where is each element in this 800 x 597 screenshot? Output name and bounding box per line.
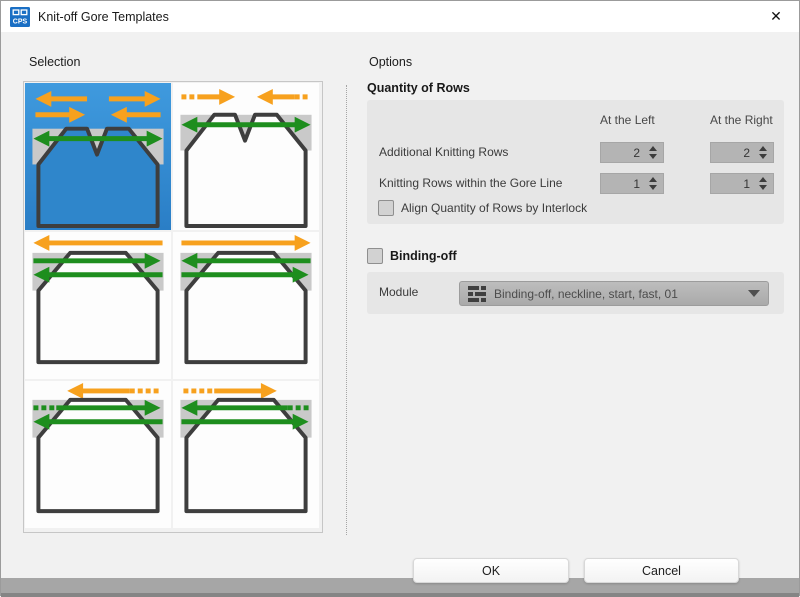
gore-line-rows-right-spinner[interactable]: 1 bbox=[710, 173, 774, 194]
binding-off-checkbox[interactable] bbox=[367, 248, 383, 264]
options-label: Options bbox=[369, 55, 413, 69]
window-title: Knit-off Gore Templates bbox=[38, 9, 169, 24]
ok-button[interactable]: OK bbox=[413, 558, 569, 583]
module-value: Binding-off, neckline, start, fast, 01 bbox=[494, 286, 678, 301]
quantity-of-rows-panel: At the Left At the Right Additional Knit… bbox=[367, 100, 784, 224]
gore-knit-off-toward-right-icon bbox=[180, 234, 312, 365]
binding-off-panel: Module Binding-off, neckline, start, fas… bbox=[367, 272, 784, 314]
template-list bbox=[23, 81, 323, 533]
align-rows-label: Align Quantity of Rows by Interlock bbox=[401, 201, 588, 215]
section-divider bbox=[346, 85, 347, 535]
svg-text:CPS: CPS bbox=[13, 18, 28, 25]
column-header-left: At the Left bbox=[600, 113, 655, 127]
spinner-up-down-icon[interactable] bbox=[756, 177, 773, 190]
gore-knit-off-left-partial-icon bbox=[32, 382, 164, 514]
spinner-up-down-icon[interactable] bbox=[756, 146, 773, 159]
module-label: Module bbox=[379, 285, 419, 299]
additional-rows-left-spinner[interactable]: 2 bbox=[600, 142, 664, 163]
template-option-2[interactable] bbox=[173, 83, 319, 230]
template-option-1[interactable] bbox=[25, 83, 171, 230]
spinner-up-down-icon[interactable] bbox=[646, 177, 663, 190]
window-bottom-edge bbox=[1, 593, 799, 597]
knitting-rows-gore-line-label: Knitting Rows within the Gore Line bbox=[379, 176, 563, 190]
additional-knitting-rows-label: Additional Knitting Rows bbox=[379, 145, 509, 159]
template-option-3[interactable] bbox=[25, 232, 171, 379]
gore-line-rows-left-spinner[interactable]: 1 bbox=[600, 173, 664, 194]
close-button[interactable]: ✕ bbox=[770, 8, 782, 24]
additional-rows-right-spinner[interactable]: 2 bbox=[710, 142, 774, 163]
spinner-up-down-icon[interactable] bbox=[646, 146, 663, 159]
cancel-button[interactable]: Cancel bbox=[584, 558, 739, 583]
template-option-6[interactable] bbox=[173, 381, 319, 528]
binding-off-heading: Binding-off bbox=[390, 249, 457, 263]
app-cps-icon: CPS bbox=[10, 6, 30, 27]
gore-v-notch-knit-off-both-sides-icon bbox=[32, 90, 164, 229]
module-dropdown[interactable]: Binding-off, neckline, start, fast, 01 bbox=[459, 281, 769, 306]
gore-knit-off-toward-left-icon bbox=[32, 234, 164, 365]
template-option-4[interactable] bbox=[173, 232, 319, 379]
selection-label: Selection bbox=[29, 55, 81, 69]
template-option-5[interactable] bbox=[25, 381, 171, 528]
quantity-of-rows-heading: Quantity of Rows bbox=[367, 81, 470, 95]
module-icon bbox=[468, 285, 486, 302]
column-header-right: At the Right bbox=[710, 113, 773, 127]
chevron-down-icon bbox=[748, 290, 760, 297]
title-bar: CPS Knit-off Gore Templates ✕ bbox=[1, 1, 799, 32]
align-rows-checkbox[interactable] bbox=[378, 200, 394, 216]
gore-v-notch-knit-off-outward-icon bbox=[180, 88, 312, 229]
gore-knit-off-right-partial-icon bbox=[180, 382, 312, 514]
